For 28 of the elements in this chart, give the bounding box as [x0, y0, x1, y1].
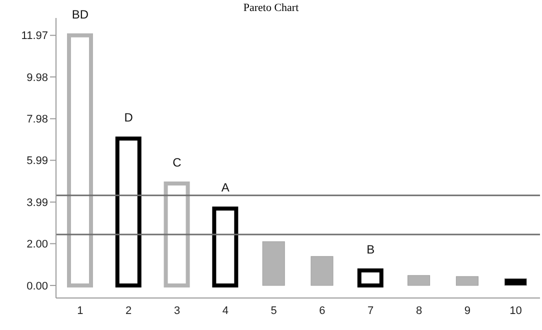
- chart-title: Pareto Chart: [243, 2, 299, 14]
- bar: [504, 278, 527, 286]
- annotation: A: [221, 180, 230, 195]
- annotation: D: [124, 110, 134, 125]
- bar: [456, 276, 478, 286]
- x-tick-label: 5: [270, 304, 277, 317]
- y-tick-label: 2.00: [26, 238, 48, 251]
- x-tick-label: 10: [510, 304, 522, 317]
- x-tick-label: 1: [77, 304, 84, 317]
- x-tick-label: 6: [319, 304, 326, 317]
- x-tick-label: 3: [174, 304, 180, 317]
- x-tick-label: 4: [222, 304, 228, 317]
- bar: [408, 275, 430, 286]
- x-tick-label: 7: [368, 304, 374, 317]
- y-tick-label: 3.99: [26, 196, 48, 209]
- y-tick-label: 11.97: [21, 30, 48, 42]
- y-tick-label: 0.00: [26, 280, 48, 292]
- annotation: BD: [72, 7, 89, 22]
- y-tick-label: 7.98: [26, 114, 48, 126]
- bar: [262, 241, 285, 286]
- x-tick-label: 2: [126, 304, 132, 317]
- bar: [310, 256, 334, 286]
- annotation: B: [366, 242, 375, 256]
- y-tick-label: 9.98: [26, 72, 48, 84]
- annotation: C: [172, 155, 182, 170]
- y-tick-label: 5.99: [26, 155, 48, 168]
- x-tick-label: 8: [416, 304, 422, 317]
- x-tick-label: 9: [464, 304, 470, 317]
